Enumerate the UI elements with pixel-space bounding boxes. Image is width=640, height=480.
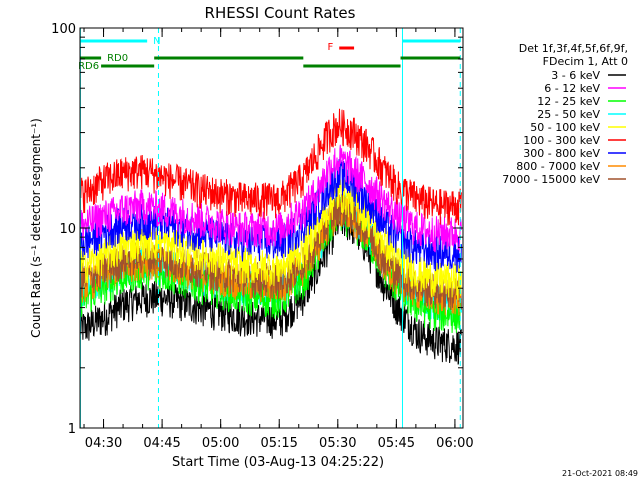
x-tick-label: 05:45 <box>378 436 415 451</box>
y-tick-label: 100 <box>51 22 76 37</box>
annotation-label-rd0: RD0 <box>107 53 128 64</box>
series-line-100-300-kev <box>79 108 462 226</box>
legend-label-300-800-kev: 300 - 800 keV <box>523 147 600 160</box>
axis-ticks-group: 04:30 04:45 05:00 05:15 05:30 05:45 06:00 1 10 10… <box>51 22 473 451</box>
legend-label-100-300-kev: 100 - 300 keV <box>523 134 600 147</box>
legend-label-3-6-kev: 3 - 6 keV <box>551 69 600 82</box>
x-axis-label: Start Time (03-Aug-13 04:25:22) <box>172 455 384 470</box>
series-group <box>79 108 462 365</box>
x-tick-label: 05:00 <box>202 436 239 451</box>
annotation-label-f: F <box>327 42 333 53</box>
x-tick-label: 05:15 <box>260 436 297 451</box>
series-line-300-800-kev <box>79 158 462 274</box>
legend-label-50-100-kev: 50 - 100 keV <box>530 121 600 134</box>
annotation-bars-group: N RD0 RD6 F <box>78 36 461 72</box>
x-tick-label: 04:30 <box>85 436 122 451</box>
y-tick-label: 1 <box>68 422 76 437</box>
series-line-7000-15000-kev <box>79 192 462 311</box>
y-axis-label: Count Rate (s⁻¹ detector segment⁻¹) <box>29 118 43 338</box>
series-line-6-12-kev <box>79 144 462 253</box>
series-line-3-6-kev <box>79 204 462 365</box>
legend-label-6-12-kev: 6 - 12 keV <box>544 82 600 95</box>
chart-title: RHESSI Count Rates <box>205 4 356 22</box>
x-tick-label: 06:00 <box>436 436 473 451</box>
x-tick-label: 05:30 <box>319 436 356 451</box>
annotation-label-n: N <box>153 36 160 47</box>
legend-header-line-2: FDecim 1, Att 0 <box>543 55 628 68</box>
x-tick-label: 04:45 <box>143 436 180 451</box>
annotation-label-rd6: RD6 <box>78 61 99 72</box>
legend-label-12-25-kev: 12 - 25 keV <box>537 95 600 108</box>
legend-label-800-7000-kev: 800 - 7000 keV <box>516 160 600 173</box>
series-line-50-100-kev <box>79 179 462 301</box>
legend: Det 1f,3f,4f,5f,6f,9f, FDecim 1, Att 0 3… <box>502 42 628 186</box>
legend-header-line-1: Det 1f,3f,4f,5f,6f,9f, <box>519 42 628 55</box>
timestamp: 21-Oct-2021 08:49 <box>562 469 638 478</box>
y-tick-label: 10 <box>59 222 76 237</box>
legend-label-25-50-kev: 25 - 50 keV <box>537 108 600 121</box>
legend-label-7000-15000-kev: 7000 - 15000 keV <box>502 173 600 186</box>
